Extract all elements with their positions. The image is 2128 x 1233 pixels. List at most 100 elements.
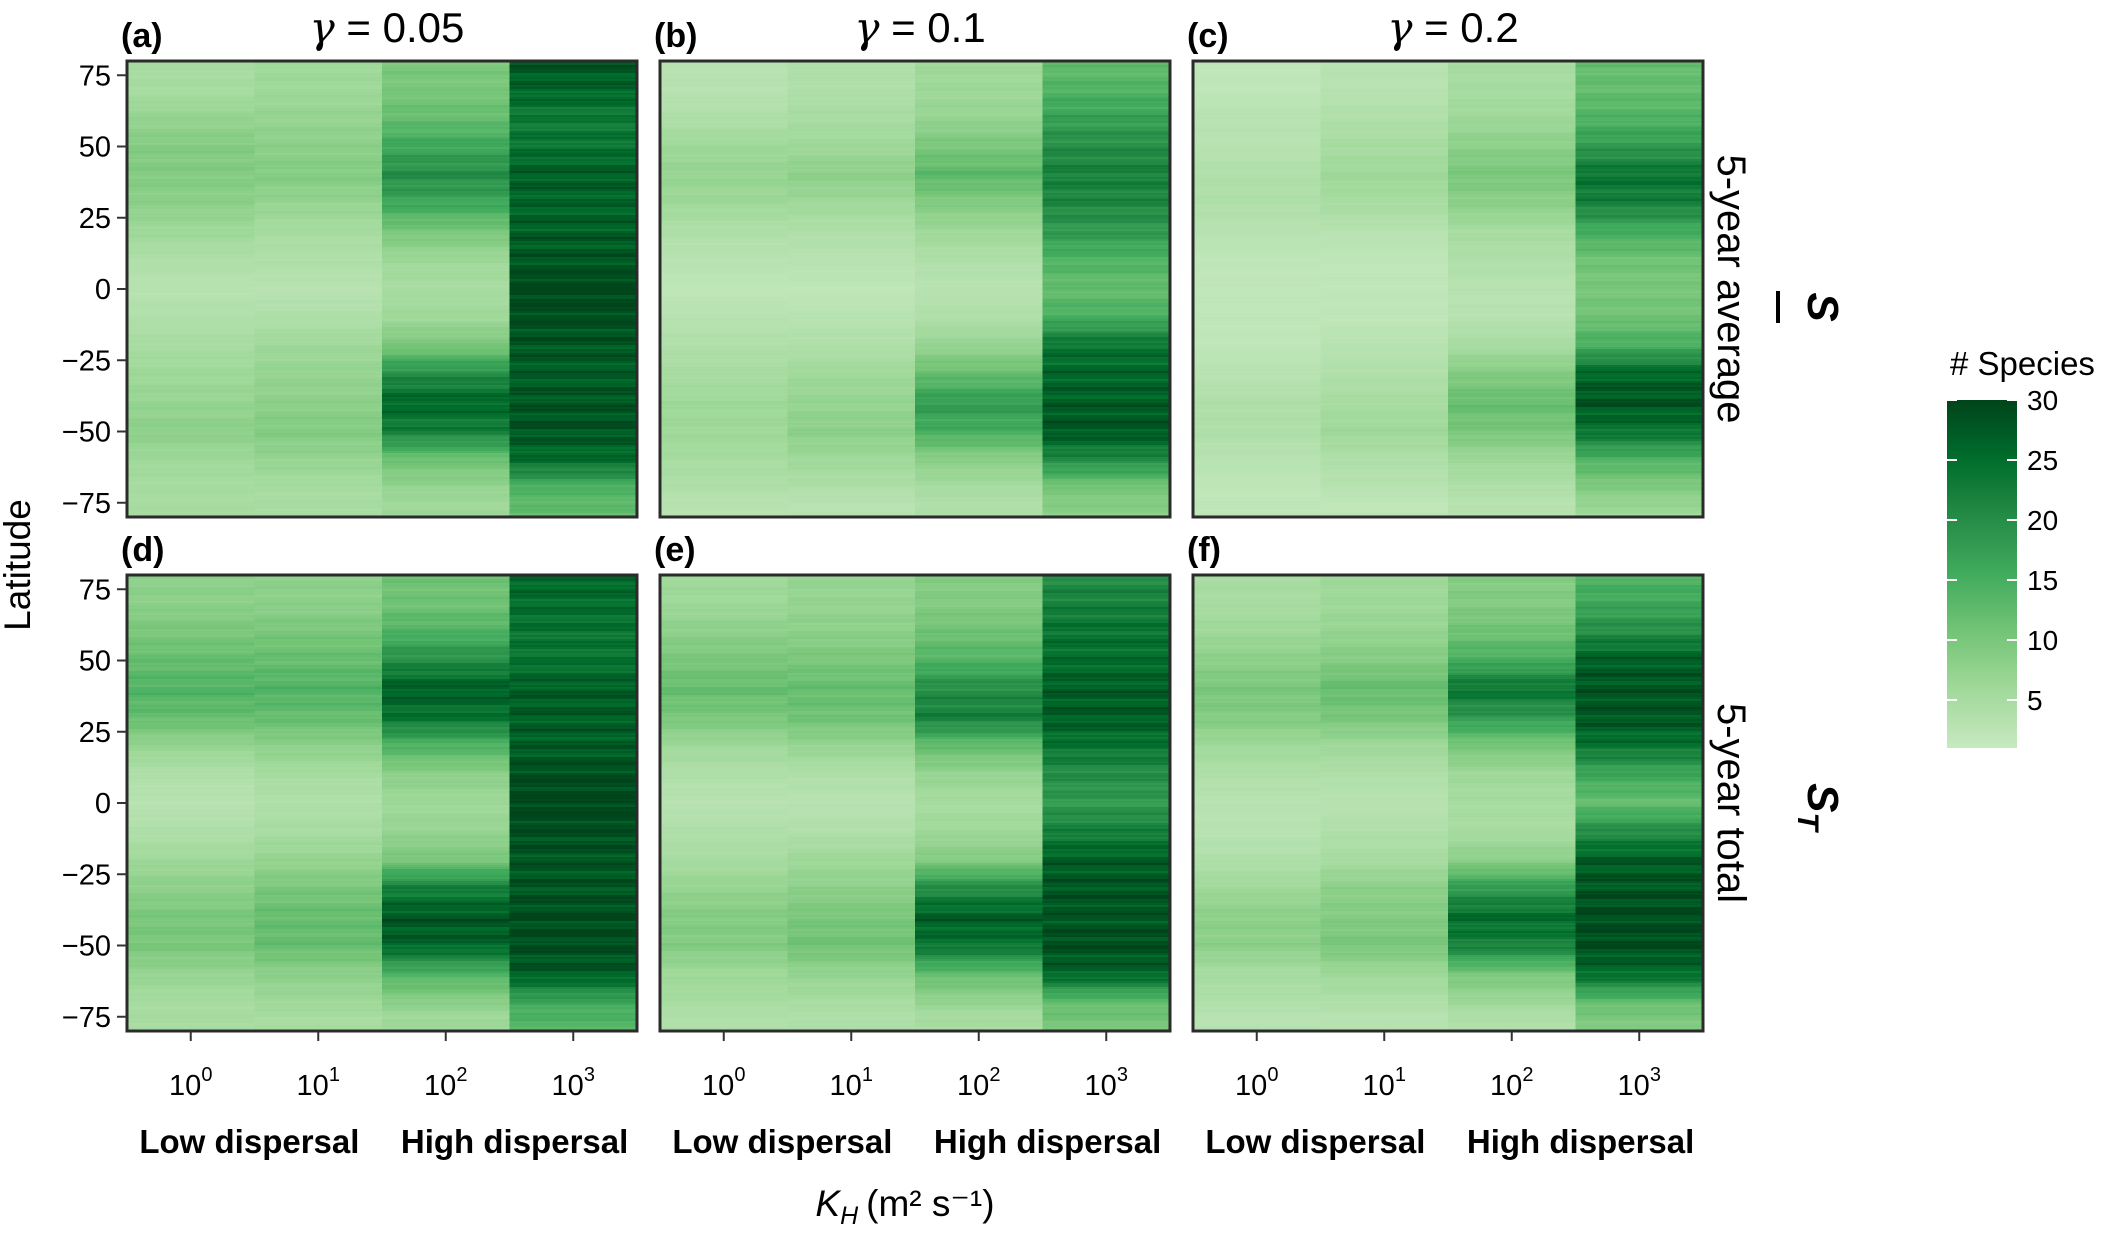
heatmap-cell [382, 461, 511, 464]
heatmap-cell [1320, 913, 1449, 916]
heatmap-cell [382, 725, 511, 728]
heatmap-cell [660, 753, 789, 756]
heatmap-cell [254, 125, 383, 128]
heatmap-cell [382, 255, 511, 258]
heatmap-cell [382, 261, 511, 264]
heatmap-cell [1320, 229, 1449, 232]
heatmap-cell [382, 191, 511, 194]
heatmap-cell [1193, 971, 1322, 974]
heatmap-cell [382, 301, 511, 304]
heatmap-cell [382, 315, 511, 318]
heatmap-cell [509, 161, 638, 164]
heatmap-cell [127, 801, 256, 804]
heatmap-cell [915, 473, 1044, 476]
heatmap-cell [787, 333, 916, 336]
heatmap-cell [787, 259, 916, 262]
heatmap-cell [127, 855, 256, 858]
heatmap-cell [1448, 159, 1577, 162]
heatmap-cell [509, 467, 638, 470]
heatmap-cell [915, 743, 1044, 746]
heatmap-cell [382, 99, 511, 102]
heatmap-cell [254, 89, 383, 92]
heatmap-cell [787, 587, 916, 590]
heatmap-cell [127, 477, 256, 480]
heatmap-cell [509, 809, 638, 812]
heatmap-cell [254, 851, 383, 854]
heatmap-cell [1448, 405, 1577, 408]
heatmap-cell [382, 125, 511, 128]
heatmap-cell [254, 347, 383, 350]
heatmap-cell [1193, 773, 1322, 776]
heatmap-cell [127, 931, 256, 934]
heatmap-cell [382, 687, 511, 690]
heatmap-cell [660, 727, 789, 730]
heatmap-cell [660, 923, 789, 926]
heatmap-cell [787, 773, 916, 776]
heatmap-cell [1448, 69, 1577, 72]
heatmap-cell [254, 151, 383, 154]
heatmap-cell [660, 645, 789, 648]
heatmap-cell [254, 753, 383, 756]
heatmap-cell [1193, 303, 1322, 306]
heatmap-cell [1448, 243, 1577, 246]
heatmap-cell [1042, 711, 1171, 714]
heatmap-cell [1575, 439, 1704, 442]
heatmap-cell [787, 597, 916, 600]
heatmap-cell [787, 501, 916, 504]
heatmap-column [254, 575, 383, 1032]
heatmap-cell [254, 991, 383, 994]
heatmap-cell [660, 419, 789, 422]
heatmap-cell [1448, 485, 1577, 488]
heatmap-cell [787, 925, 916, 928]
heatmap-cell [254, 141, 383, 144]
heatmap-cell [787, 907, 916, 910]
heatmap-cell [1193, 973, 1322, 976]
heatmap-cell [787, 843, 916, 846]
heatmap-cell [127, 277, 256, 280]
heatmap-cell [915, 577, 1044, 580]
heatmap-cell [787, 483, 916, 486]
heatmap-cell [509, 87, 638, 90]
heatmap-cell [1575, 231, 1704, 234]
heatmap-cell [127, 961, 256, 964]
heatmap-cell [1320, 835, 1449, 838]
heatmap-cell [1575, 213, 1704, 216]
heatmap-cell [1042, 585, 1171, 588]
heatmap-cell [127, 495, 256, 498]
heatmap-cell [915, 267, 1044, 270]
heatmap-cell [787, 513, 916, 516]
heatmap-cell [509, 377, 638, 380]
heatmap-cell [1042, 487, 1171, 490]
heatmap-cell [787, 287, 916, 290]
heatmap-cell [1193, 479, 1322, 482]
heatmap-cell [509, 469, 638, 472]
heatmap-cell [1575, 411, 1704, 414]
heatmap-cell [1448, 213, 1577, 216]
heatmap-cell [1193, 623, 1322, 626]
heatmap-cell [1042, 975, 1171, 978]
heatmap-cell [127, 363, 256, 366]
heatmap-cell [1042, 211, 1171, 214]
heatmap-cell [509, 479, 638, 482]
heatmap-cell [1575, 175, 1704, 178]
heatmap-cell [787, 475, 916, 478]
heatmap-cell [1448, 333, 1577, 336]
heatmap-cell [660, 993, 789, 996]
heatmap-cell [1193, 807, 1322, 810]
heatmap-cell [660, 243, 789, 246]
heatmap-cell [1193, 169, 1322, 172]
heatmap-cell [127, 93, 256, 96]
heatmap-cell [127, 887, 256, 890]
heatmap-cell [787, 161, 916, 164]
heatmap-cell [382, 619, 511, 622]
heatmap-cell [1320, 255, 1449, 258]
heatmap-cell [915, 169, 1044, 172]
heatmap-cell [382, 447, 511, 450]
heatmap-cell [787, 325, 916, 328]
heatmap-cell [1320, 415, 1449, 418]
heatmap-cell [254, 795, 383, 798]
heatmap-cell [1193, 157, 1322, 160]
heatmap-cell [509, 949, 638, 952]
heatmap-cell [1320, 789, 1449, 792]
heatmap-cell [254, 703, 383, 706]
